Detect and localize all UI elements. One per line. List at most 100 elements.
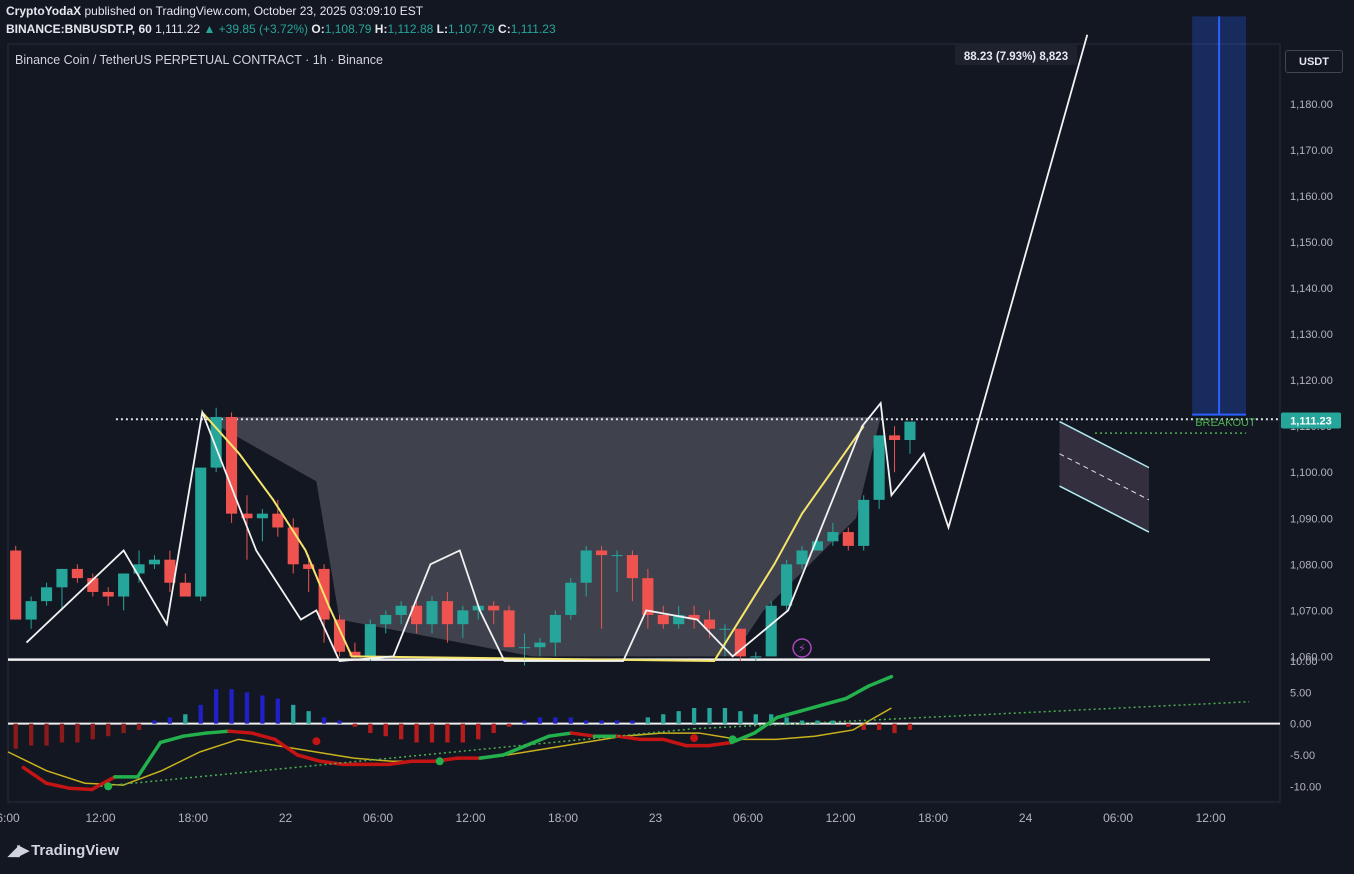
open-label: O: [311, 22, 325, 36]
candle-body [703, 619, 716, 629]
candle-body [457, 610, 469, 625]
histogram-bar [352, 723, 358, 727]
chart-title: Binance Coin / TetherUS PERPETUAL CONTRA… [15, 53, 383, 67]
time-tick-label: 18:00 [548, 811, 578, 825]
histogram-bar [784, 717, 789, 724]
candle-body [25, 601, 37, 620]
candle-body [842, 532, 854, 546]
oscillator-tick-label: -10.00 [1290, 781, 1321, 793]
macd-line-segment [135, 740, 163, 779]
candle-body [503, 610, 515, 648]
breakout-label: BREAKOUT [1195, 417, 1256, 429]
histogram-bar [306, 711, 311, 724]
candle-body [426, 601, 438, 625]
macd-line-segment [501, 743, 528, 757]
candle-body [10, 550, 22, 620]
flag-upper-line [1059, 420, 1150, 469]
candle-body [904, 421, 916, 440]
time-tick-label: 24 [1019, 811, 1033, 825]
candle-body [411, 605, 423, 625]
event-lightning-icon [792, 638, 812, 658]
candle-body [87, 578, 99, 592]
candle-body [549, 614, 561, 643]
currency-button[interactable]: USDT [1285, 50, 1343, 73]
histogram-bar [167, 717, 173, 724]
histogram-bar [152, 720, 157, 724]
histogram-bar [429, 723, 435, 743]
candle-body [611, 555, 623, 557]
price-tick-label: 1,150.00 [1290, 237, 1333, 249]
candle-body [303, 564, 315, 569]
flag-mid-line [1059, 453, 1150, 501]
histogram-bar [183, 714, 188, 724]
candle-body [333, 619, 346, 652]
histogram-bar [445, 723, 450, 743]
time-tick-label: 23 [649, 811, 663, 825]
histogram-bar [907, 723, 913, 730]
close-value: 1,111.23 [510, 22, 556, 36]
histogram-bar [661, 714, 666, 724]
last-price: 1,111.22 [155, 22, 201, 36]
ma-line [201, 411, 865, 663]
histogram-bar [106, 723, 111, 737]
candle-body [133, 564, 145, 574]
candle-body [750, 656, 762, 658]
brand-logo[interactable]: ◢▶ TradingView [8, 841, 119, 860]
ohlc-bar: BINANCE:BNBUSDT.P, 60 1,111.22 ▲ +39.85 … [6, 22, 556, 36]
candle-body [580, 550, 592, 583]
measure-label-box [955, 45, 1077, 65]
cross-marker [435, 757, 444, 766]
macd-line-segment [44, 781, 71, 790]
histogram-bar [291, 704, 296, 724]
histogram-bar [691, 708, 697, 724]
macd-line-segment [67, 786, 94, 792]
macd-line-segment [775, 709, 802, 720]
price-tick-label: 1,060.00 [1290, 651, 1333, 663]
author-name[interactable]: CryptoYodaX [6, 4, 82, 18]
macd-line-segment [158, 734, 186, 745]
histogram-bar [121, 723, 126, 734]
time-tick-label: 06:00 [1103, 811, 1133, 825]
macd-line-segment [569, 731, 597, 738]
macd-line-segment [21, 765, 49, 785]
price-tick-label: 1,170.00 [1290, 145, 1333, 157]
candle-body [226, 416, 238, 514]
candle-body [56, 568, 68, 588]
histogram-bar [476, 723, 481, 740]
candle-body [858, 499, 870, 546]
candle-body [518, 647, 531, 649]
candle-body [657, 614, 669, 625]
macd-line-segment [295, 753, 323, 764]
histogram-bar [553, 717, 558, 724]
high-label: H: [374, 22, 388, 36]
cross-marker [104, 782, 113, 791]
candle-body [118, 573, 130, 597]
candle-body [272, 513, 284, 528]
time-tick-label: 12:00 [456, 811, 486, 825]
time-tick-label: 12:00 [85, 811, 115, 825]
price-tick-label: 1,080.00 [1290, 559, 1333, 571]
macd-line-segment [181, 731, 208, 738]
histogram-bar [568, 717, 573, 724]
open-value: 1,108.79 [324, 22, 372, 36]
candle-body [626, 555, 638, 579]
histogram-bar [321, 717, 327, 724]
cross-marker [690, 734, 699, 743]
low-label: L: [436, 22, 448, 36]
price-tick-label: 1,160.00 [1290, 191, 1333, 203]
histogram-bar [198, 704, 203, 724]
macd-line-segment [387, 759, 414, 767]
cup-pattern-area [202, 416, 881, 657]
candle-body [796, 550, 808, 565]
histogram-bar [368, 723, 373, 734]
time-tick-label: 22 [279, 811, 293, 825]
projection-line [25, 34, 1089, 662]
histogram-bar [275, 698, 280, 724]
high-value: 1,112.88 [387, 22, 434, 36]
histogram-bar [584, 720, 589, 724]
histogram-bar [815, 720, 820, 724]
histogram-bar [337, 720, 342, 724]
candle-body [349, 651, 361, 657]
